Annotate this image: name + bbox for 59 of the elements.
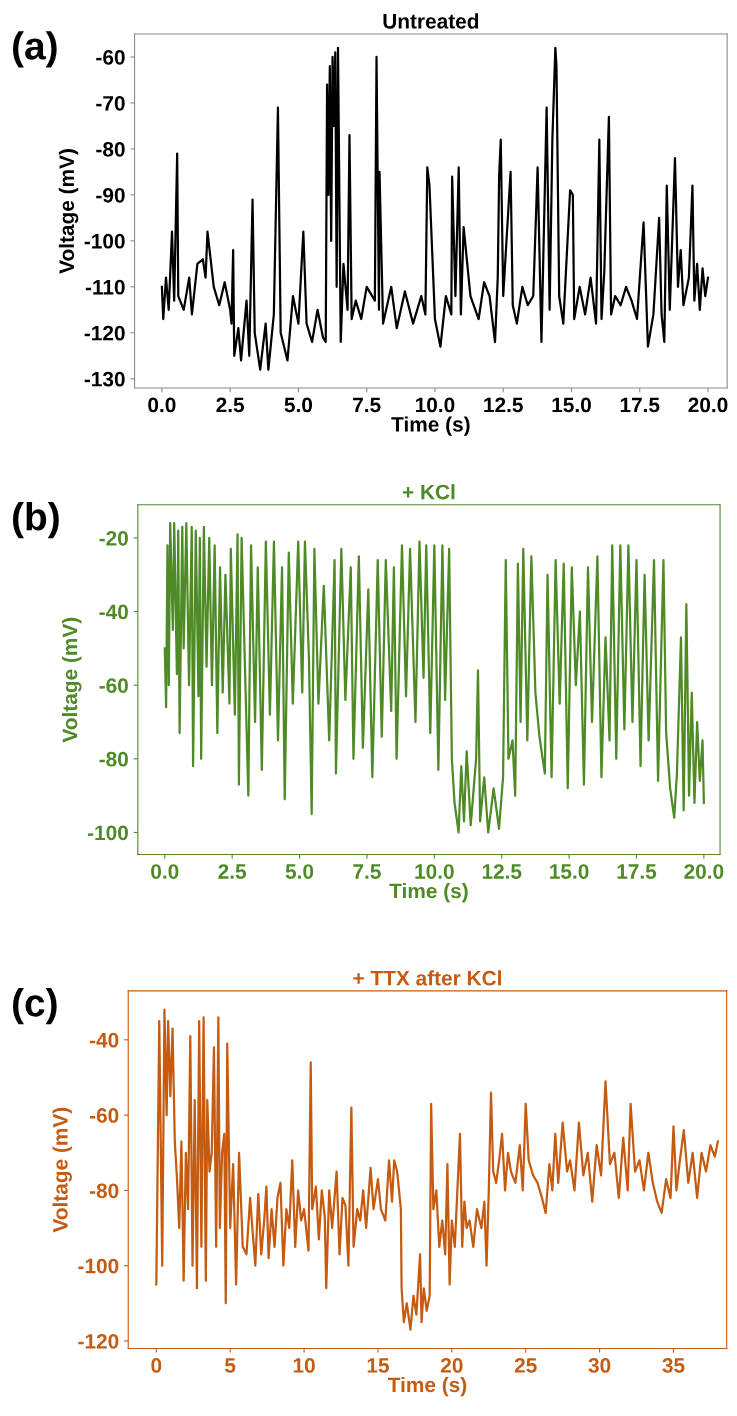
y-tick-label: -90 bbox=[96, 187, 125, 203]
x-tick-label: 7.5 bbox=[353, 864, 381, 879]
chart-title: + TTX after KCl bbox=[353, 970, 501, 986]
x-tick-label: 25 bbox=[514, 1358, 537, 1373]
text: (a) bbox=[12, 31, 57, 68]
y-tick-label: -60 bbox=[89, 1108, 119, 1123]
y-axis-title: Voltage (mV) bbox=[58, 149, 79, 274]
y-tick-label: -120 bbox=[78, 1333, 119, 1349]
x-tick-label: 15.0 bbox=[552, 397, 591, 413]
x-axis-title: Time (s) bbox=[389, 883, 468, 903]
line-series bbox=[155, 1008, 719, 1331]
y-tick-label: -80 bbox=[89, 1183, 119, 1199]
y-tick-label: -60 bbox=[96, 49, 125, 65]
x-tick-label: 5 bbox=[225, 1358, 236, 1373]
y-tick-label: -80 bbox=[96, 141, 125, 157]
y-tick-label: -70 bbox=[96, 95, 125, 111]
x-tick-label: 2.5 bbox=[218, 864, 247, 879]
y-tick-label: -100 bbox=[87, 825, 128, 841]
x-tick-label: 15 bbox=[367, 1358, 389, 1373]
y-tick-label: -60 bbox=[99, 678, 128, 693]
x-tick-label: 0 bbox=[151, 1358, 162, 1373]
x-tick-label: 5.0 bbox=[285, 864, 314, 879]
text: (c) bbox=[12, 988, 57, 1025]
x-tick-label: 20.0 bbox=[684, 864, 724, 879]
y-tick-label: -100 bbox=[84, 233, 125, 249]
y-tick-label: -130 bbox=[84, 371, 125, 387]
chart-title: + KCl bbox=[402, 484, 455, 500]
x-tick-label: 17.5 bbox=[620, 397, 660, 413]
x-tick-label: 20.0 bbox=[688, 397, 728, 413]
y-tick-label: -40 bbox=[99, 604, 128, 620]
x-tick-label: 12.5 bbox=[484, 397, 523, 413]
y-tick-label: -80 bbox=[99, 751, 128, 767]
line-series bbox=[163, 522, 705, 834]
y-axis-title: Voltage (mV) bbox=[52, 1107, 72, 1233]
x-tick-label: 10 bbox=[293, 1358, 315, 1373]
x-tick-label: 20 bbox=[440, 1358, 463, 1373]
y-tick-label: -40 bbox=[89, 1032, 119, 1048]
x-tick-label: 35 bbox=[662, 1358, 685, 1373]
text: (b) bbox=[12, 501, 59, 539]
x-axis-title: Time (s) bbox=[387, 1376, 467, 1397]
x-tick-label: 12.5 bbox=[482, 864, 522, 879]
x-tick-label: 5.0 bbox=[284, 397, 313, 413]
y-tick-label: -100 bbox=[78, 1258, 119, 1274]
y-tick-label: -110 bbox=[85, 279, 125, 295]
x-tick-label: 30 bbox=[588, 1358, 611, 1373]
y-tick-label: -20 bbox=[99, 530, 128, 546]
line-series bbox=[160, 46, 710, 371]
x-tick-label: 17.5 bbox=[617, 864, 657, 879]
x-tick-label: 2.5 bbox=[216, 397, 245, 413]
x-tick-label: 0.0 bbox=[148, 397, 176, 413]
y-tick-label: -120 bbox=[84, 325, 125, 341]
x-tick-label: 7.5 bbox=[353, 397, 381, 413]
x-axis-title: Time (s) bbox=[391, 416, 470, 436]
x-tick-label: 0.0 bbox=[151, 864, 179, 879]
x-tick-label: 10.0 bbox=[415, 397, 455, 413]
x-tick-label: 15.0 bbox=[550, 864, 589, 879]
chart-title: Untreated bbox=[383, 13, 479, 29]
x-tick-label: 10.0 bbox=[415, 864, 454, 879]
y-axis-title: Voltage (mV) bbox=[62, 617, 82, 743]
